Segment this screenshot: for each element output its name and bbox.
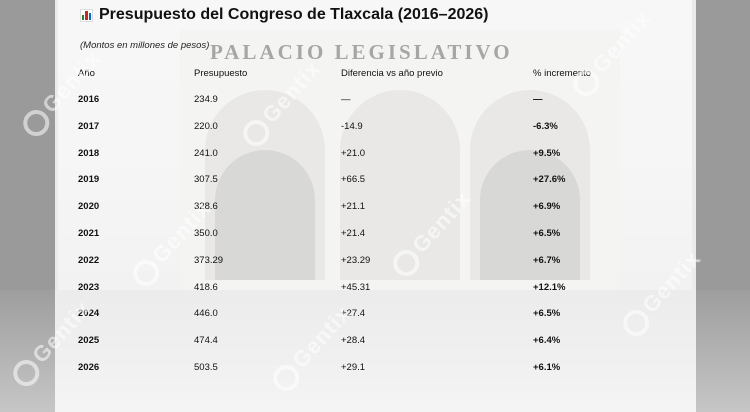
cell-year: 2016 <box>78 94 100 105</box>
cell-difference: +29.1 <box>341 361 366 373</box>
cell-budget: 373.29 <box>194 254 224 266</box>
cell-increment: — <box>533 94 543 105</box>
cell-increment: +6.7% <box>533 254 561 266</box>
table-row: 2016 234.9 — — <box>78 86 678 113</box>
cell-year: 2022 <box>78 254 100 266</box>
cell-year: 2019 <box>78 174 100 186</box>
page-title: Presupuesto del Congreso de Tlaxcala (20… <box>80 6 489 24</box>
cell-year: 2026 <box>78 361 100 373</box>
table-row: 2021 350.0 +21.4 +6.5% <box>78 220 678 247</box>
cell-increment: +6.1% <box>533 361 561 373</box>
header-year: Año <box>78 68 95 79</box>
cell-increment: +6.9% <box>533 201 561 213</box>
budget-table: Año Presupuesto Diferencia vs año previo… <box>78 62 678 381</box>
cell-difference: +28.4 <box>341 335 366 347</box>
header-increment: % incremento <box>533 68 592 79</box>
cell-budget: 474.4 <box>194 335 218 347</box>
cell-year: 2018 <box>78 147 100 159</box>
table-row: 2025 474.4 +28.4 +6.4% <box>78 327 678 354</box>
table-row: 2024 446.0 +27.4 +6.5% <box>78 300 678 327</box>
cell-budget: 241.0 <box>194 147 218 159</box>
table-header: Año Presupuesto Diferencia vs año previo… <box>78 62 678 86</box>
cell-difference: +21.0 <box>341 147 366 159</box>
building-sign: PALACIO LEGISLATIVO <box>210 40 513 64</box>
header-budget: Presupuesto <box>194 68 248 79</box>
subtitle: (Montos en millones de pesos) <box>80 40 210 51</box>
cell-budget: 328.6 <box>194 201 218 213</box>
table-card <box>55 0 696 412</box>
cell-increment: +6.5% <box>533 308 561 320</box>
cell-budget: 418.6 <box>194 281 218 293</box>
cell-difference: +21.4 <box>341 227 366 239</box>
cell-increment: +6.4% <box>533 335 561 347</box>
table-row: 2017 220.0 -14.9 -6.3% <box>78 113 678 140</box>
bar-chart-icon <box>80 8 93 22</box>
cell-increment: +6.5% <box>533 227 561 239</box>
header-difference: Diferencia vs año previo <box>341 68 443 79</box>
cell-year: 2017 <box>78 120 100 132</box>
cell-difference: +66.5 <box>341 174 366 186</box>
table-row: 2022 373.29 +23.29 +6.7% <box>78 247 678 274</box>
cell-year: 2020 <box>78 201 100 213</box>
cell-increment: +12.1% <box>533 281 566 293</box>
table-row: 2020 328.6 +21.1 +6.9% <box>78 193 678 220</box>
cell-difference: +21.1 <box>341 201 366 213</box>
cell-year: 2021 <box>78 227 100 239</box>
table-row: 2019 307.5 +66.5 +27.6% <box>78 166 678 193</box>
cell-budget: 307.5 <box>194 174 218 186</box>
cell-difference: +45.31 <box>341 281 371 293</box>
cell-year: 2024 <box>78 308 100 320</box>
cell-budget: 503.5 <box>194 361 218 373</box>
table-row: 2018 241.0 +21.0 +9.5% <box>78 140 678 167</box>
cell-budget: 446.0 <box>194 308 218 320</box>
cell-budget: 220.0 <box>194 120 218 132</box>
table-row: 2026 503.5 +29.1 +6.1% <box>78 354 678 381</box>
cell-increment: +27.6% <box>533 174 566 186</box>
cell-difference: +27.4 <box>341 308 366 320</box>
cell-difference: — <box>341 94 351 105</box>
cell-budget: 350.0 <box>194 227 218 239</box>
cell-year: 2023 <box>78 281 100 293</box>
cell-year: 2025 <box>78 335 100 347</box>
table-row: 2023 418.6 +45.31 +12.1% <box>78 274 678 301</box>
cell-increment: -6.3% <box>533 120 558 132</box>
cell-increment: +9.5% <box>533 147 561 159</box>
cell-difference: -14.9 <box>341 120 363 132</box>
title-text: Presupuesto del Congreso de Tlaxcala (20… <box>99 6 489 23</box>
cell-budget: 234.9 <box>194 94 218 105</box>
cell-difference: +23.29 <box>341 254 371 266</box>
